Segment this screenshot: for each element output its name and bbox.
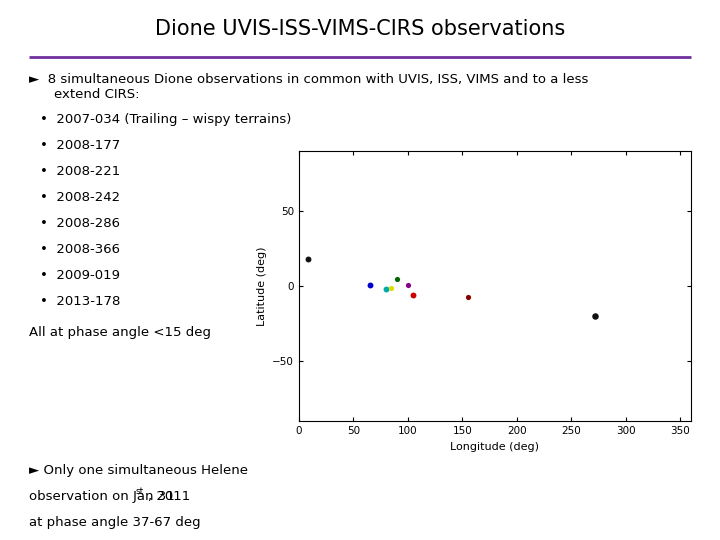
Point <box>408 291 419 300</box>
Text: •  2009-019: • 2009-019 <box>40 269 120 282</box>
Point <box>402 280 413 289</box>
Y-axis label: Latitude (deg): Latitude (deg) <box>256 246 266 326</box>
Text: st: st <box>135 487 143 496</box>
Text: •  2008-366: • 2008-366 <box>40 243 120 256</box>
Text: •  2008-242: • 2008-242 <box>40 191 120 204</box>
Text: , 2011: , 2011 <box>148 490 190 503</box>
Point <box>462 292 474 301</box>
Text: ► Only one simultaneous Helene: ► Only one simultaneous Helene <box>29 464 248 477</box>
Point <box>302 255 313 264</box>
Text: •  2008-177: • 2008-177 <box>40 139 120 152</box>
Point <box>386 284 397 292</box>
Text: •  2008-221: • 2008-221 <box>40 165 120 178</box>
Text: •  2008-286: • 2008-286 <box>40 217 120 230</box>
Text: ►  8 simultaneous Dione observations in common with UVIS, ISS, VIMS and to a les: ► 8 simultaneous Dione observations in c… <box>29 73 588 86</box>
Text: •  2007-034 (Trailing – wispy terrains): • 2007-034 (Trailing – wispy terrains) <box>40 113 291 126</box>
Point <box>590 312 601 321</box>
Text: observation on Jan 31: observation on Jan 31 <box>29 490 174 503</box>
Text: at phase angle 37-67 deg: at phase angle 37-67 deg <box>29 516 200 529</box>
Text: All at phase angle <15 deg: All at phase angle <15 deg <box>29 326 211 339</box>
Text: •  2013-178: • 2013-178 <box>40 295 120 308</box>
X-axis label: Longitude (deg): Longitude (deg) <box>451 442 539 451</box>
Point <box>391 274 402 283</box>
Text: extend CIRS:: extend CIRS: <box>54 88 140 101</box>
Point <box>364 280 375 289</box>
Text: Dione UVIS-ISS-VIMS-CIRS observations: Dione UVIS-ISS-VIMS-CIRS observations <box>155 19 565 39</box>
Point <box>380 285 392 294</box>
